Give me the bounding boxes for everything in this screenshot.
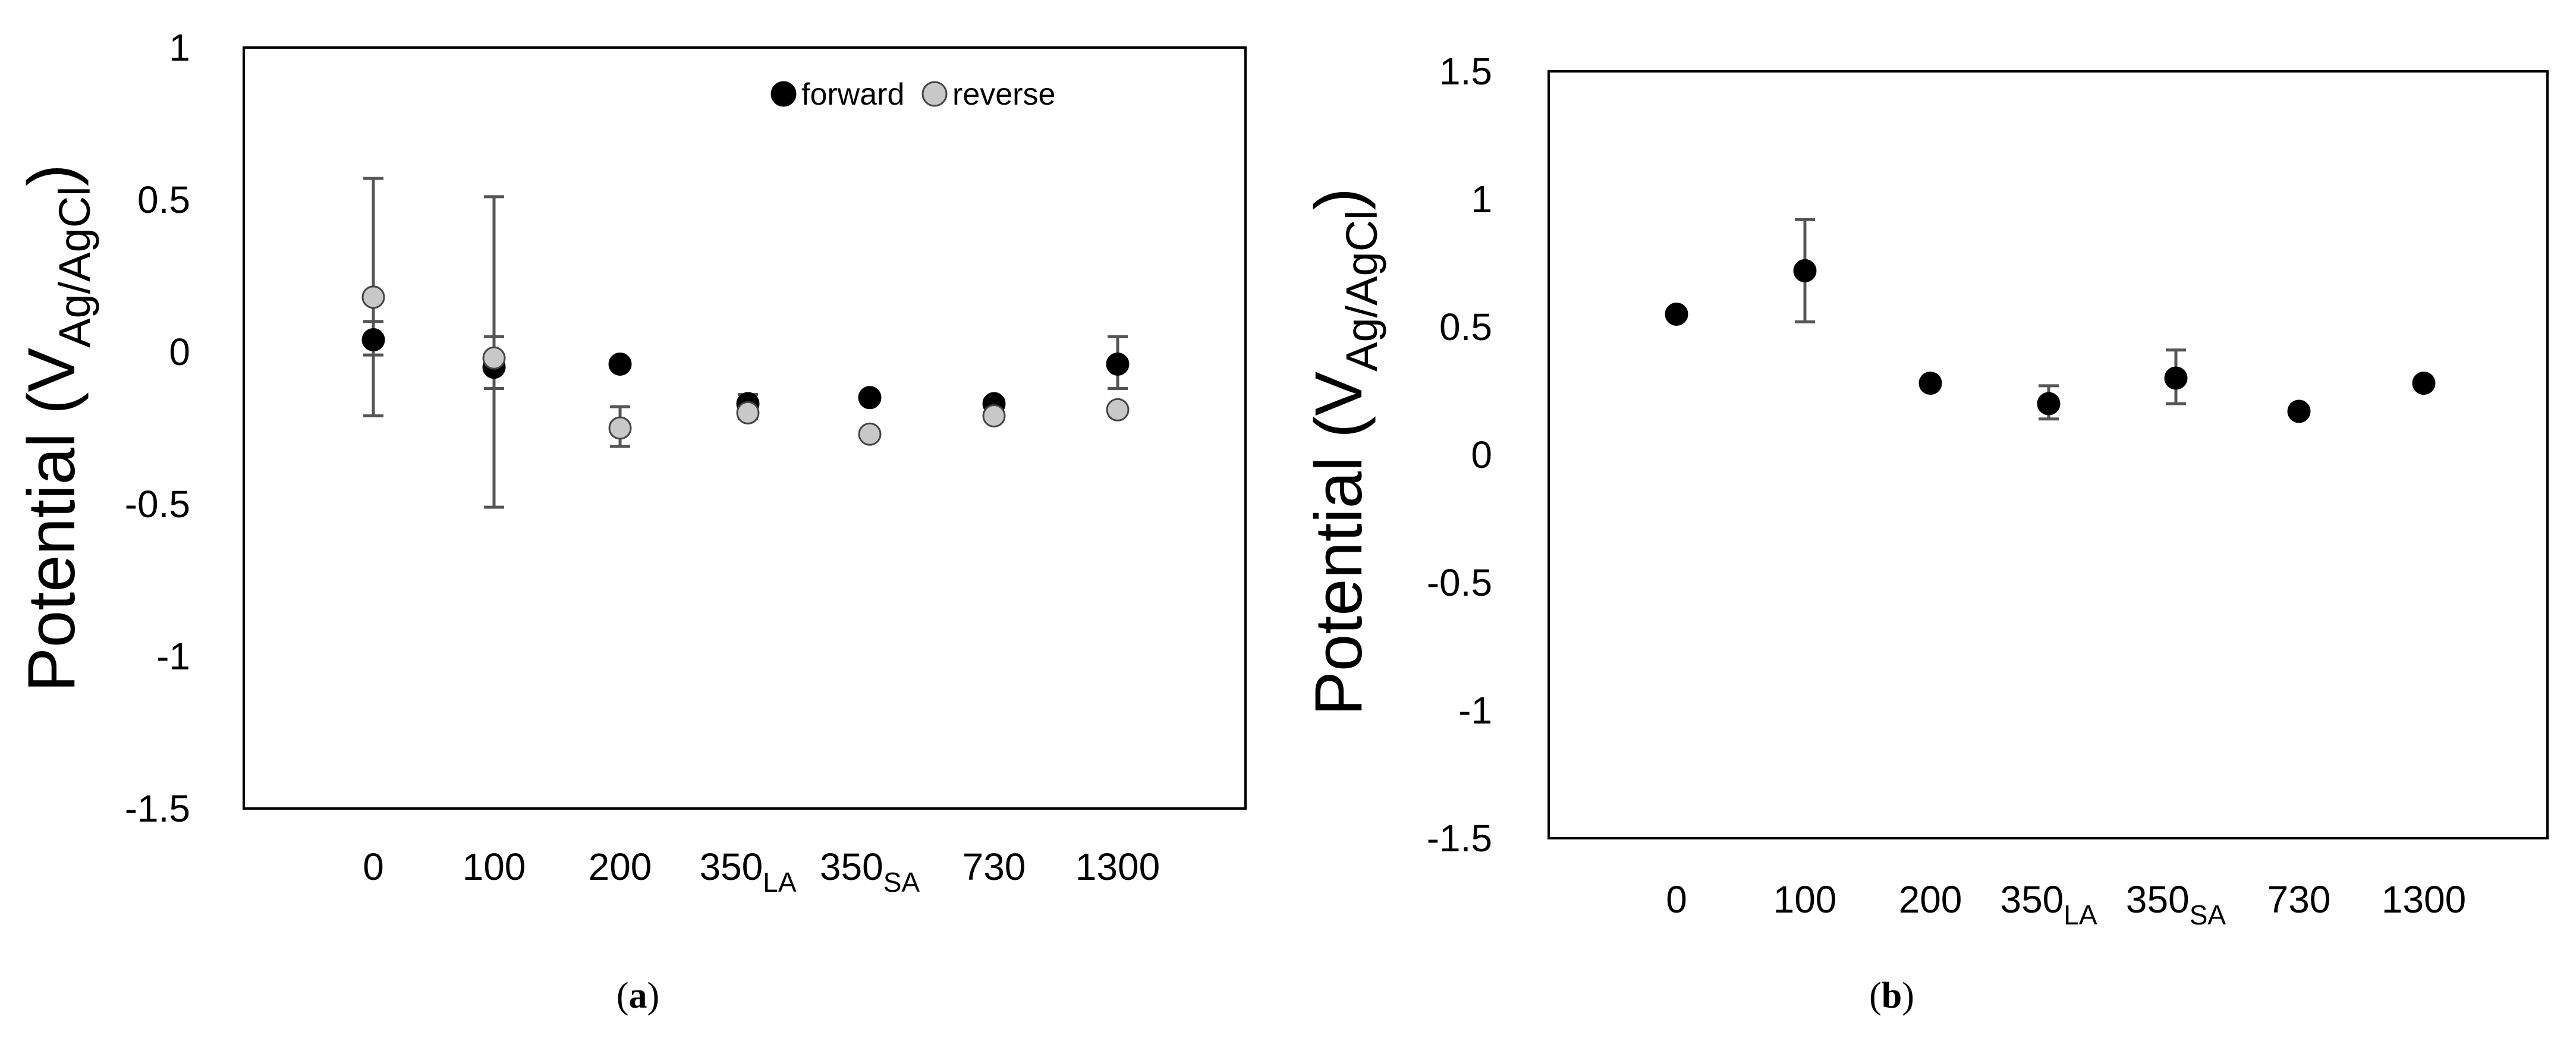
- legend-marker: [921, 81, 948, 107]
- data-point-reverse: [858, 422, 882, 446]
- series-values: [1795, 218, 2186, 421]
- data-point-reverse: [361, 285, 385, 309]
- data-point-value: [2164, 366, 2188, 390]
- data-point-forward: [1106, 352, 1130, 376]
- y-tick-label: 1: [1471, 178, 1492, 221]
- x-tick-label: 1300: [1075, 845, 1160, 888]
- data-point-forward: [361, 328, 385, 352]
- data-point-reverse: [608, 416, 632, 440]
- x-tick-label: 0: [363, 845, 384, 888]
- data-point-forward: [858, 386, 882, 410]
- y-tick-label: -1: [156, 635, 190, 678]
- x-tick-label: 100: [1773, 878, 1837, 921]
- x-tick-label: 730: [963, 845, 1026, 888]
- x-tick-label: 350LA: [2000, 878, 2097, 930]
- data-point-reverse: [1106, 398, 1130, 422]
- data-point-value: [2412, 372, 2436, 395]
- panel-label-a: (a): [617, 976, 659, 1016]
- data-point-value: [1918, 372, 1942, 395]
- y-tick-label: -1.5: [125, 787, 190, 830]
- x-tick-label: 1300: [2382, 878, 2466, 921]
- chart-panel-b: 1.5 1 0.5 0 -0.5 -1 -1.5 0 100 200 350LA 350SA 730 13…: [1301, 50, 2549, 930]
- y-tick-label: 0: [169, 331, 190, 373]
- x-tick-label: 730: [2267, 878, 2331, 921]
- y-axis-label: Potential (VAg/AgCl): [1301, 188, 1386, 716]
- x-tick-label: 200: [1899, 878, 1962, 921]
- x-tick-label: 0: [1666, 878, 1687, 921]
- y-tick-label: -0.5: [1427, 561, 1492, 604]
- data-point-reverse: [982, 404, 1006, 428]
- x-tick-label: 350SA: [2126, 878, 2226, 930]
- x-tick-label: 200: [589, 845, 652, 888]
- data-point-reverse: [736, 401, 760, 424]
- series-reverse: [363, 177, 758, 448]
- x-tick-label: 350LA: [699, 845, 796, 898]
- x-tick-label: 350SA: [820, 845, 920, 898]
- data-point-value: [1793, 259, 1817, 282]
- data-point-value: [2037, 392, 2061, 416]
- y-tick-label: -1.5: [1427, 817, 1492, 860]
- y-tick-label: 1.5: [1439, 50, 1492, 93]
- y-tick-label: 0.5: [1439, 306, 1492, 348]
- data-point-value: [1665, 303, 1688, 326]
- series-forward: [363, 195, 1128, 509]
- chart-panel-a: 1 0.5 0 -0.5 -1 -1.5 0 100 200 350LA 350SA 730 1300 P…: [14, 26, 1247, 898]
- plot-area: [1548, 70, 2549, 839]
- y-tick-label: -0.5: [125, 483, 190, 526]
- data-point-value: [2287, 400, 2311, 423]
- x-tick-label: 100: [463, 845, 526, 888]
- plot-area: [243, 46, 1247, 810]
- legend-label: forward: [801, 77, 904, 112]
- y-tick-label: 1: [169, 26, 190, 69]
- legend-marker: [770, 81, 797, 107]
- y-tick-label: 0: [1471, 433, 1492, 476]
- data-point-reverse: [482, 346, 506, 370]
- legend-label: reverse: [952, 77, 1055, 112]
- y-tick-label: -1: [1458, 689, 1492, 732]
- y-axis-label: Potential (VAg/AgCl): [14, 164, 99, 692]
- y-tick-label: 0.5: [137, 178, 190, 221]
- data-point-forward: [608, 352, 632, 376]
- legend: forward reverse: [770, 77, 1055, 112]
- panel-label-b: (b): [1869, 976, 1914, 1016]
